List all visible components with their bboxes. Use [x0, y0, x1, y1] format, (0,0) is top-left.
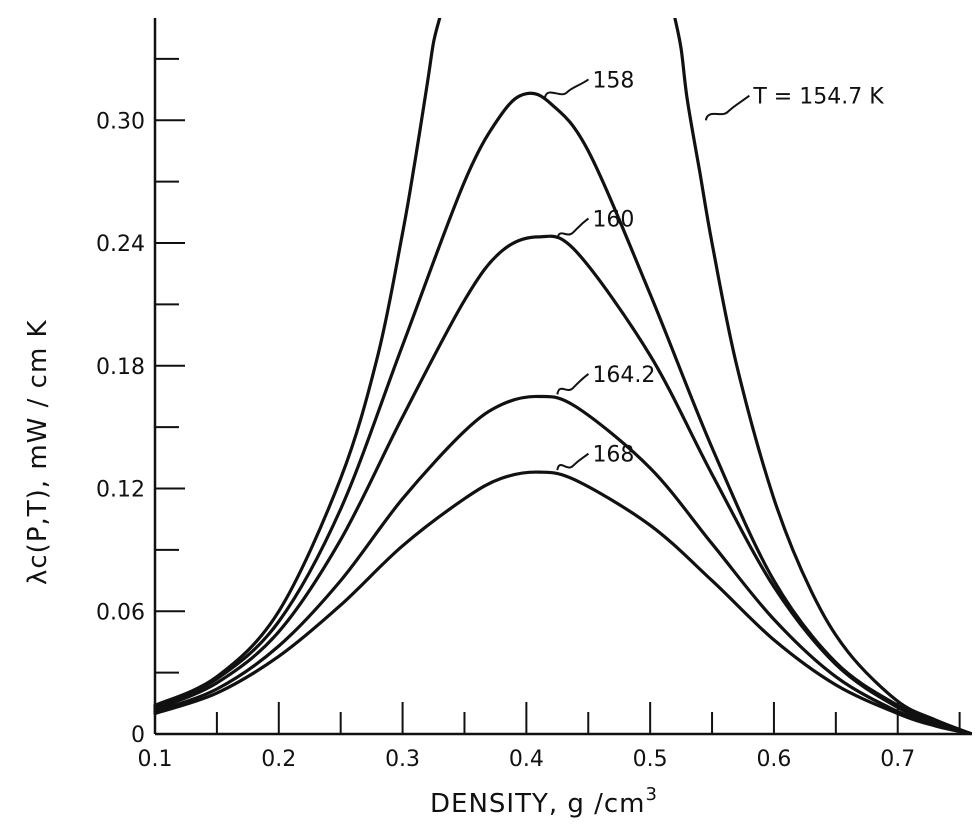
y-tick-label: 0.24	[96, 232, 145, 257]
series-line-T-154-7-K	[153, 18, 442, 707]
y-tick-label: 0.30	[96, 109, 145, 134]
y-axis-title: λc(P,T), mW / cm K	[23, 319, 53, 585]
y-tick-label: 0.06	[96, 600, 145, 625]
curve-label: 158	[592, 68, 634, 93]
series-line-164-2	[153, 394, 972, 734]
x-tick-label: 0.5	[633, 747, 668, 772]
series-line-168	[153, 470, 972, 734]
x-axis-title: DENSITY, g /cm3	[430, 784, 658, 819]
curve-label: 160	[592, 207, 634, 232]
y-tick-label: 0	[131, 723, 145, 748]
curve-label: T = 154.7 K	[752, 85, 884, 110]
label-leader	[556, 452, 590, 471]
series-line-160	[153, 234, 972, 734]
curve-label: 168	[592, 443, 634, 468]
x-tick-label: 0.6	[756, 747, 791, 772]
x-tick-label: 0.7	[880, 747, 915, 772]
x-tick-label: 0.1	[138, 747, 173, 772]
y-tick-label: 0.12	[96, 478, 145, 503]
axes: 0.1 0.2 0.3 0.4 0.5 0.6 0.7 0 0.06 0.12 0.18 0.24 0.…	[96, 18, 972, 772]
label-leader	[543, 78, 590, 99]
curve-labels: T = 154.7 K 158 160 164.2 168	[543, 68, 884, 471]
x-tick-label: 0.2	[261, 747, 296, 772]
label-leader	[556, 373, 590, 395]
label-leader	[556, 217, 590, 240]
curve-label: 164.2	[592, 363, 655, 388]
x-tick-label: 0.3	[385, 747, 420, 772]
label-leader	[704, 94, 750, 121]
y-tick-label: 0.18	[96, 355, 145, 380]
x-tick-label: 0.4	[509, 747, 544, 772]
series-line-T-154-7-K-right	[673, 18, 972, 734]
series-line-158	[153, 91, 972, 734]
curves	[153, 18, 972, 734]
